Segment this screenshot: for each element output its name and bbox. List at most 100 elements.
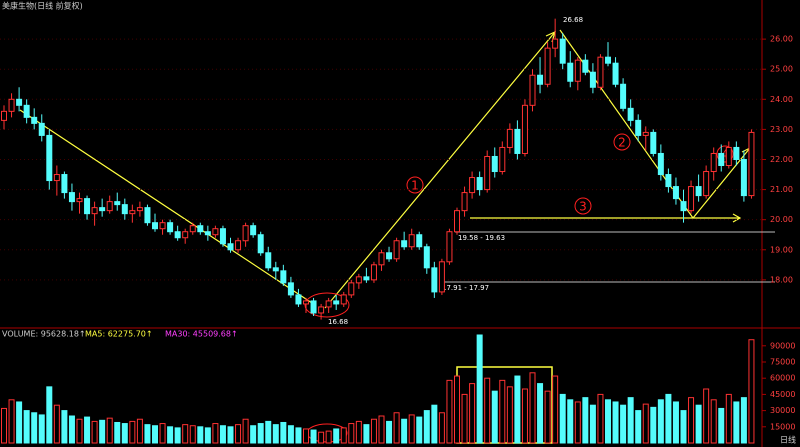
volume-bar xyxy=(703,388,710,444)
volume-bar xyxy=(431,404,438,444)
volume-bar xyxy=(68,415,75,444)
candle-body xyxy=(635,119,642,136)
candle-body xyxy=(537,74,544,85)
candle-body xyxy=(250,225,257,236)
volume-bar xyxy=(38,414,45,444)
y-tick-label: 75000 xyxy=(770,358,795,367)
candle-body xyxy=(76,198,83,203)
candle-body xyxy=(620,83,627,109)
volume-bar xyxy=(144,424,151,444)
volume-bar xyxy=(310,429,317,444)
candle-body xyxy=(612,62,619,85)
volume-bar xyxy=(574,401,581,444)
candle-body xyxy=(325,300,332,308)
low-label: 16.68 xyxy=(328,318,348,326)
candle-body xyxy=(567,62,574,82)
volume-bar xyxy=(582,397,589,444)
candle-body xyxy=(174,231,181,239)
ma30-label: MA30: 45509.68↑ xyxy=(165,330,238,339)
candle-body xyxy=(197,225,204,233)
volume-bar xyxy=(46,386,53,444)
chart-title: 美康生物(日线 前复权) xyxy=(2,1,83,11)
candle-body xyxy=(159,222,166,230)
candle-body xyxy=(152,222,158,230)
volume-bar xyxy=(197,426,204,444)
volume-bar xyxy=(257,423,264,444)
candle-body xyxy=(657,152,664,176)
volume-bar xyxy=(219,425,226,444)
candle-body xyxy=(204,231,211,236)
candle-body xyxy=(446,231,453,263)
volume-bar xyxy=(665,393,672,444)
volume-bar xyxy=(627,397,634,444)
candle-body xyxy=(333,300,340,305)
candle-body xyxy=(91,207,98,215)
volume-bar xyxy=(8,399,15,444)
volume-bar xyxy=(476,334,483,444)
volume-bar xyxy=(688,397,695,444)
volume-bar xyxy=(612,401,619,444)
candle-body xyxy=(1,110,7,121)
volume-bar xyxy=(506,386,513,444)
candle-body xyxy=(189,225,196,233)
candle-body xyxy=(363,276,370,281)
candle-body xyxy=(219,228,226,245)
volume-bar xyxy=(136,418,143,444)
candle-body xyxy=(114,201,121,206)
highlight-ellipse xyxy=(304,292,350,318)
volume-bar xyxy=(491,390,498,444)
volume-bar xyxy=(378,415,385,444)
candle-body xyxy=(84,198,91,215)
volume-bar xyxy=(333,428,340,444)
candle-body xyxy=(438,261,445,293)
volume-bar xyxy=(408,414,415,444)
candle-body xyxy=(46,134,53,182)
volume-bar xyxy=(438,412,445,444)
volume-bar xyxy=(740,397,747,444)
y-tick-label: 90000 xyxy=(770,341,795,350)
volume-bar xyxy=(423,410,430,444)
period-label: 日线 xyxy=(780,435,796,445)
volume-bar xyxy=(76,418,83,444)
volume-bar xyxy=(469,383,476,444)
candle-body xyxy=(431,267,438,293)
candle-body xyxy=(672,186,679,200)
candle-body xyxy=(370,264,377,281)
candle-body xyxy=(408,234,415,248)
candle-body xyxy=(106,201,113,212)
y-tick-label: 18.00 xyxy=(770,275,793,284)
candle-body xyxy=(235,240,242,251)
volume-bar xyxy=(121,423,128,444)
candle-body xyxy=(718,152,725,167)
volume-bar xyxy=(84,416,91,444)
volume-bar xyxy=(272,424,279,444)
candle-body xyxy=(310,300,317,314)
volume-bar xyxy=(589,404,596,444)
y-tick-label: 19.00 xyxy=(770,245,793,254)
volume-bar xyxy=(559,393,566,444)
candle-body xyxy=(348,282,355,296)
candle-body xyxy=(529,74,536,106)
volume-bar xyxy=(227,426,234,444)
candle-body xyxy=(340,294,347,305)
volume-bar xyxy=(242,418,249,444)
candle-body xyxy=(136,207,143,212)
candle-body xyxy=(740,158,747,197)
volume-bar xyxy=(287,425,294,444)
volume-bar xyxy=(363,424,370,444)
candle-body xyxy=(23,104,30,118)
y-tick-label: 30000 xyxy=(770,406,795,415)
candle-body xyxy=(295,294,302,305)
y-tick-label: 23.00 xyxy=(770,125,793,134)
candle-body xyxy=(574,59,581,82)
y-tick-label: 26.00 xyxy=(770,35,793,44)
candle-body xyxy=(506,128,513,148)
volume-bar xyxy=(370,418,377,444)
volume-bar xyxy=(725,393,732,444)
candle-body xyxy=(476,177,483,191)
volume-bar xyxy=(484,377,491,444)
candle-body xyxy=(454,210,460,233)
candle-body xyxy=(521,104,528,154)
volume-bar xyxy=(446,379,453,444)
